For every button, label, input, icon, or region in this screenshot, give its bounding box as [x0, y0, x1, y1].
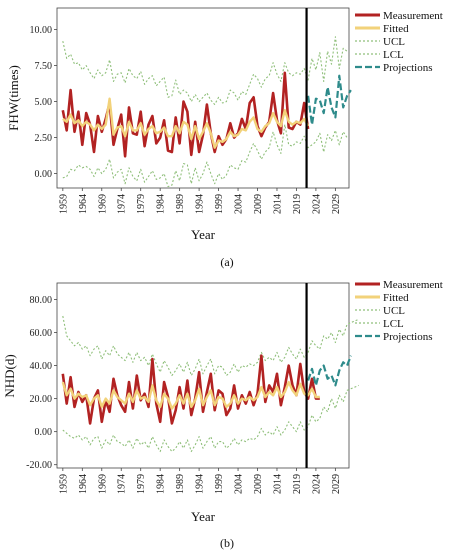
- y-tick-label-a: 2.50: [35, 133, 53, 144]
- legend-b: Measurement Fitted UCL LCL Projections: [355, 279, 443, 343]
- y-tick-label-b: 20.00: [30, 394, 53, 405]
- x-tick-label-a: 2024: [311, 194, 322, 214]
- series-ucl-line-a: [62, 36, 348, 106]
- legend-label-lcl-a: LCL: [383, 49, 404, 61]
- legend-label-ucl-a: UCL: [383, 36, 405, 48]
- series-layer-b: [61, 315, 359, 453]
- plot-frame-a: [56, 7, 350, 189]
- y-tick-label-a: 10.00: [30, 25, 53, 36]
- x-tick-label-b: 1984: [156, 474, 167, 494]
- y-ticks-b: -20.00 0.00 20.00 40.00 60.00 80.00: [26, 295, 57, 471]
- x-axis-label-b: Year: [191, 509, 216, 524]
- x-tick-label-a: 2019: [292, 194, 303, 214]
- x-tick-label-b: 1969: [97, 474, 108, 494]
- x-tick-label-b: 2029: [331, 474, 342, 494]
- x-tick-label-a: 2014: [272, 194, 283, 214]
- x-tick-label-b: 1989: [175, 474, 186, 494]
- legend-label-projections-b: Projections: [383, 331, 433, 343]
- legend-label-measurement-b: Measurement: [383, 279, 443, 291]
- series-measurement-line-b: [61, 354, 320, 425]
- x-tick-label-a: 2004: [234, 194, 245, 214]
- legend-label-ucl-b: UCL: [383, 305, 405, 317]
- y-tick-label-a: 0.00: [35, 169, 53, 180]
- series-ucl-line-b: [62, 315, 359, 377]
- y-tick-label-a: 7.50: [35, 61, 53, 72]
- x-tick-label-a: 1974: [117, 194, 128, 214]
- x-tick-label-b: 1979: [136, 474, 147, 494]
- series-fitted-line-a: [62, 97, 310, 149]
- series-projections-line-a: [307, 74, 352, 126]
- legend-label-measurement-a: Measurement: [383, 10, 443, 22]
- x-tick-label-a: 1994: [195, 194, 206, 214]
- x-tick-label-b: 1959: [58, 474, 69, 494]
- plot-frame-b: [56, 282, 350, 469]
- series-layer-a: [61, 36, 352, 188]
- x-tick-label-b: 2019: [292, 474, 303, 494]
- y-axis-label-a: FHW(times): [6, 65, 21, 131]
- x-axis-label-a: Year: [191, 227, 216, 242]
- x-tick-label-a: 1999: [214, 194, 225, 214]
- y-tick-label-b: 60.00: [30, 328, 53, 339]
- series-projections-line-b: [307, 355, 352, 387]
- x-tick-label-a: 2009: [253, 194, 264, 214]
- y-tick-label-b: 0.00: [35, 427, 53, 438]
- x-tick-label-a: 1989: [175, 194, 186, 214]
- x-tick-label-a: 1979: [136, 194, 147, 214]
- y-tick-label-b: 80.00: [30, 295, 53, 306]
- x-tick-label-b: 2009: [253, 474, 264, 494]
- x-tick-label-a: 1969: [97, 194, 108, 214]
- y-tick-label-b: 40.00: [30, 361, 53, 372]
- legend-label-fitted-b: Fitted: [383, 292, 409, 304]
- legend-label-fitted-a: Fitted: [383, 23, 409, 35]
- legend-label-projections-a: Projections: [383, 62, 433, 74]
- caption-b: (b): [220, 536, 234, 550]
- y-tick-label-a: 5.00: [35, 97, 53, 108]
- x-tick-label-b: 1994: [195, 474, 206, 494]
- y-axis-label-b: NHD(d): [2, 354, 17, 397]
- x-tick-label-b: 2014: [272, 474, 283, 494]
- x-ticks-b: 1959 1964 1969 1974 1979 1984 1989 1994 1999 2004…: [58, 468, 342, 494]
- x-tick-label-b: 1964: [78, 474, 89, 494]
- series-fitted-line-b: [61, 380, 320, 410]
- legend-a: Measurement Fitted UCL LCL Projections: [355, 10, 443, 74]
- x-ticks-a: 1959 1964 1969 1974 1979 1984 1989 1994 1999 2004…: [58, 188, 342, 214]
- y-tick-label-b: -20.00: [26, 460, 52, 471]
- x-tick-label-b: 1999: [214, 474, 225, 494]
- x-tick-label-a: 1964: [78, 194, 89, 214]
- x-tick-label-b: 1974: [117, 474, 128, 494]
- y-ticks-a: 0.00 2.50 5.00 7.50 10.00: [30, 25, 57, 180]
- x-tick-label-a: 1984: [156, 194, 167, 214]
- legend-label-lcl-b: LCL: [383, 318, 404, 330]
- x-tick-label-b: 2024: [311, 474, 322, 494]
- x-tick-label-a: 1959: [58, 194, 69, 214]
- caption-a: (a): [220, 255, 233, 269]
- series-lcl-line-a: [62, 124, 348, 188]
- x-tick-label-b: 2004: [234, 474, 245, 494]
- x-tick-label-a: 2029: [331, 194, 342, 214]
